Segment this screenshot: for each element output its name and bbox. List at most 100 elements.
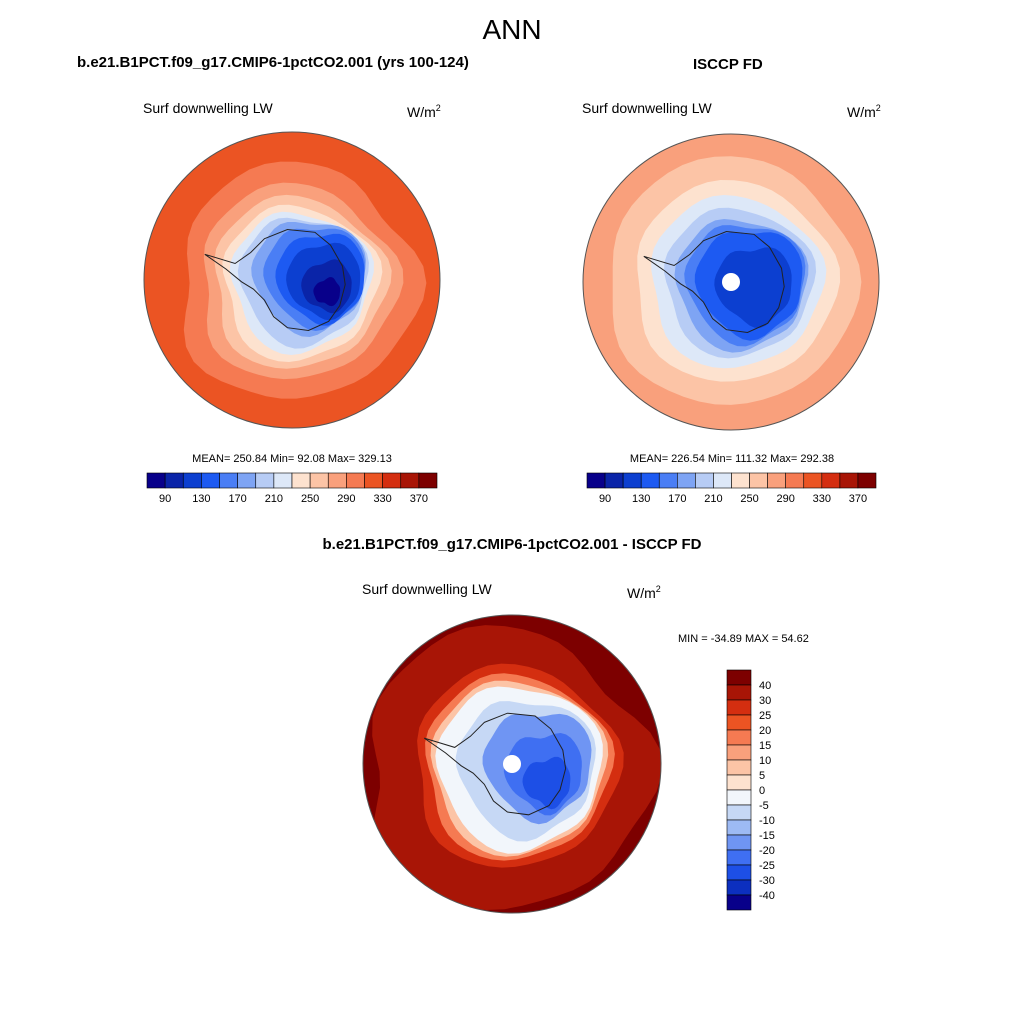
panel-a-map <box>143 131 441 429</box>
panel-c-case-title: b.e21.B1PCT.f09_g17.CMIP6-1pctCO2.001 - … <box>322 536 702 553</box>
panel-a-colorbar-swatch <box>346 472 365 489</box>
panel-b-colorbar-swatch <box>821 472 841 489</box>
panel-a-map-border <box>143 131 441 429</box>
panel-a-case-title: b.e21.B1PCT.f09_g17.CMIP6-1pctCO2.001 (y… <box>77 54 469 71</box>
panel-a-colorbar-swatch <box>327 472 347 489</box>
panel-a-units-exp: 2 <box>435 103 441 113</box>
panel-c-colorbar-tick-label: -20 <box>759 845 775 857</box>
panel-c-colorbar-swatch <box>726 759 752 776</box>
panel-c-colorbar-tick-label: -10 <box>759 815 775 827</box>
panel-b-colorbar-swatch <box>803 472 823 489</box>
panel-c-map-border <box>362 614 662 914</box>
panel-a-colorbar-swatch <box>219 472 238 489</box>
panel-c-colorbar-swatch <box>726 699 752 716</box>
panel-c-colorbar-swatch <box>726 879 752 896</box>
panel-c-colorbar-tick-label: -15 <box>759 830 775 842</box>
panel-c-map <box>362 614 662 914</box>
panel-a-colorbar-tick-label: 170 <box>228 493 246 505</box>
panel-b-colorbar-swatch <box>622 472 642 489</box>
panel-b-colorbar: 90 130 170 210 250 290 330 370 <box>586 472 877 505</box>
panel-a-colorbar-tick-label: 370 <box>410 493 428 505</box>
panel-c-contour-band-9 <box>522 756 571 810</box>
panel-a-coastline <box>204 228 346 332</box>
panel-c-colorbar-tick-label: 20 <box>759 725 771 737</box>
panel-b-colorbar-swatch <box>713 472 732 489</box>
panel-b-colorbar-swatch <box>586 472 606 489</box>
panel-c-colorbar-swatch <box>726 849 752 866</box>
panel-c-colorbar-tick-label: 15 <box>759 740 771 752</box>
panel-b-variable-label: Surf downwelling LW <box>582 100 712 116</box>
panel-b-colorbar-swatch <box>677 472 696 489</box>
panel-b-colorbar-swatch <box>839 472 859 489</box>
panel-b-case-title: ISCCP FD <box>693 56 763 73</box>
panel-b-units: W/m2 <box>847 103 881 120</box>
panel-c-colorbar-swatch <box>726 789 752 806</box>
panel-a-colorbar-swatch <box>237 472 257 489</box>
panel-c-colorbar-tick-label: -30 <box>759 875 775 887</box>
panel-c-colorbar-tick-label: -5 <box>759 800 769 812</box>
panel-a-colorbar-swatch <box>291 472 311 489</box>
panel-a-colorbar-swatch <box>400 472 420 489</box>
panel-b-colorbar-tick-label: 170 <box>668 493 686 505</box>
panel-c-units-base: W/m <box>627 585 656 601</box>
panel-a-colorbar-tick-label: 130 <box>192 493 210 505</box>
panel-b-colorbar-tick-label: 210 <box>704 493 722 505</box>
panel-b-colorbar-swatch <box>695 472 714 489</box>
panel-c-colorbar-tick-label: 40 <box>759 680 771 692</box>
panel-a-colorbar-swatch <box>164 472 184 489</box>
panel-b-colorbar-swatch <box>857 472 877 489</box>
panel-c-colorbar-swatch <box>726 819 752 836</box>
panel-b-colorbar-tick-label: 330 <box>813 493 831 505</box>
panel-c-colorbar-tick-label: 30 <box>759 695 771 707</box>
panel-c-pole-gap <box>503 755 521 773</box>
panel-c-colorbar-swatch <box>726 864 752 881</box>
panel-a-units-base: W/m <box>407 104 436 120</box>
panel-b-colorbar-swatch <box>640 472 660 489</box>
panel-b-colorbar-swatch <box>785 472 805 489</box>
panel-b-contour-band-8 <box>714 247 792 328</box>
panel-b-colorbar-tick-label: 370 <box>849 493 867 505</box>
panel-c-colorbar-swatch <box>726 714 752 731</box>
figure-title: ANN <box>482 14 542 45</box>
panel-b-units-exp: 2 <box>875 103 881 113</box>
panel-a-colorbar-swatch <box>201 472 220 489</box>
panel-a-colorbar-swatch <box>364 472 383 489</box>
panel-a-colorbar-tick-label: 250 <box>301 493 319 505</box>
panel-c-colorbar-swatch <box>726 744 752 761</box>
panel-a-variable-label: Surf downwelling LW <box>143 100 273 116</box>
panel-a-colorbar-swatch <box>418 472 438 489</box>
panel-a-contour-band-12 <box>313 277 341 307</box>
panel-c-colorbar: 40 30 25 20 15 10 5 0 -5 -10 -15 -20 -25 -30 -40 <box>726 669 775 911</box>
panel-b-pole-gap <box>722 273 740 291</box>
panel-b-units-base: W/m <box>847 104 876 120</box>
panel-b-colorbar-swatch <box>749 472 768 489</box>
panel-a-colorbar: 90 130 170 210 250 290 330 370 <box>146 472 438 505</box>
panel-c-variable-label: Surf downwelling LW <box>362 581 492 597</box>
panel-c-colorbar-swatch <box>726 804 752 821</box>
panel-b-coastline <box>643 230 785 334</box>
panel-c-colorbar-tick-label: 10 <box>759 755 771 767</box>
panel-a-colorbar-swatch <box>273 472 293 489</box>
panel-b-colorbar-swatch <box>767 472 786 489</box>
panel-b-map-border <box>582 133 880 431</box>
panel-c-colorbar-tick-label: -25 <box>759 860 775 872</box>
panel-c-colorbar-swatch <box>726 684 752 701</box>
panel-c-colorbar-tick-label: -40 <box>759 890 775 902</box>
panel-b-stats: MEAN= 226.54 Min= 111.32 Max= 292.38 <box>629 453 835 465</box>
panel-c-colorbar-swatch <box>726 894 752 911</box>
panel-a-colorbar-swatch <box>255 472 275 489</box>
panel-a-colorbar-tick-label: 330 <box>373 493 391 505</box>
panel-b-map <box>582 133 880 431</box>
panel-a-colorbar-tick-label: 210 <box>265 493 283 505</box>
panel-a-colorbar-swatch <box>146 472 166 489</box>
panel-b-colorbar-swatch <box>658 472 678 489</box>
panel-b-colorbar-tick-label: 250 <box>740 493 758 505</box>
panel-c-colorbar-swatch <box>726 729 752 746</box>
panel-c-units: W/m2 <box>627 584 661 601</box>
panel-c-colorbar-swatch <box>726 834 752 851</box>
panel-b-colorbar-tick-label: 90 <box>599 493 611 505</box>
panel-c-colorbar-tick-label: 0 <box>759 785 765 797</box>
panel-a-units: W/m2 <box>407 103 441 120</box>
panel-a-colorbar-swatch <box>382 472 402 489</box>
